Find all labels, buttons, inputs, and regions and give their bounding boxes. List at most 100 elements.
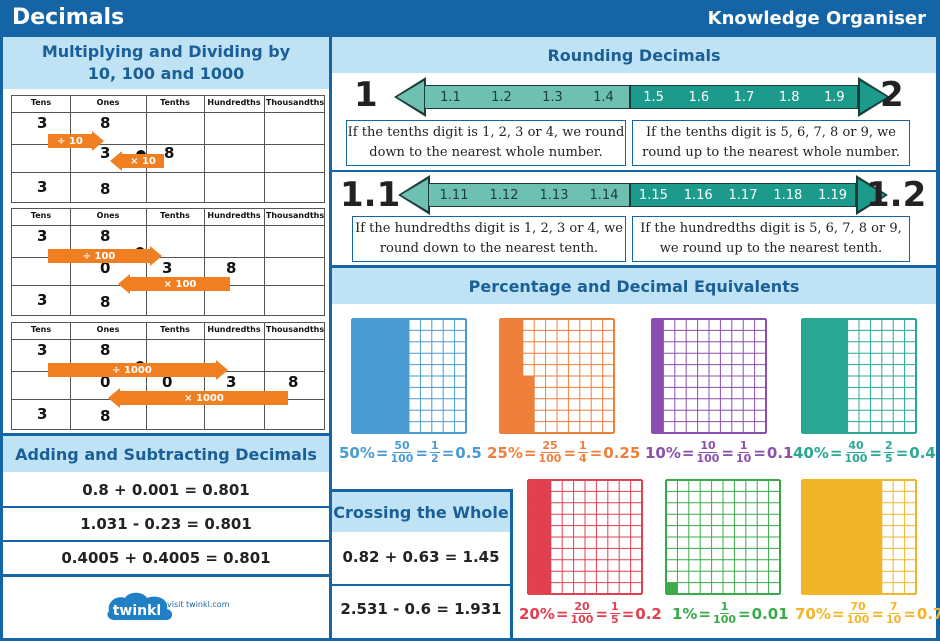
filled-cell bbox=[802, 353, 814, 365]
filled-cell bbox=[652, 398, 664, 411]
filled-cell bbox=[528, 491, 540, 503]
filled-cell bbox=[824, 410, 837, 422]
filled-cell bbox=[511, 353, 523, 365]
filled-cell bbox=[652, 319, 664, 331]
filled-cell bbox=[528, 525, 540, 537]
filled-cell bbox=[386, 330, 398, 342]
denominator: 5 bbox=[885, 452, 893, 465]
filled-cell bbox=[363, 421, 375, 433]
filled-cell bbox=[539, 537, 551, 549]
filled-cell bbox=[824, 480, 837, 492]
denominator: 100 bbox=[570, 613, 594, 626]
filled-cell bbox=[363, 376, 375, 388]
digit: 0 bbox=[100, 373, 111, 391]
round1-right-number: 2 bbox=[880, 75, 904, 115]
column-header: Tens bbox=[30, 98, 52, 107]
filled-cell bbox=[500, 353, 512, 365]
filled-cell bbox=[836, 410, 848, 422]
filled-cell bbox=[824, 514, 837, 526]
filled-cell bbox=[374, 353, 387, 365]
filled-cell bbox=[859, 480, 871, 492]
digit: 3 bbox=[37, 405, 48, 423]
filled-cell bbox=[374, 398, 387, 411]
numerator: 10 bbox=[699, 439, 717, 453]
filled-cell bbox=[652, 376, 664, 388]
equals-sign: = bbox=[621, 604, 635, 623]
filled-cell bbox=[374, 387, 387, 399]
filled-cell bbox=[813, 537, 825, 549]
filled-cell bbox=[836, 330, 848, 342]
filled-cell bbox=[539, 525, 551, 537]
filled-cell bbox=[397, 376, 409, 388]
footer-link[interactable]: visit twinkl.com bbox=[167, 600, 230, 609]
percentage-equation: 25% = 25 100 = 1 4 = 0.25 bbox=[487, 440, 640, 465]
filled-cell bbox=[500, 421, 512, 433]
round1-left-segment: 1.1 1.2 1.3 1.4 bbox=[424, 85, 630, 109]
filled-cell bbox=[836, 421, 848, 433]
filled-cell bbox=[870, 525, 882, 537]
filled-cell bbox=[500, 376, 512, 388]
filled-cell bbox=[802, 376, 814, 388]
round1-right-arrowhead bbox=[858, 77, 890, 117]
decimal-value: 0.25 bbox=[603, 443, 641, 462]
filled-cell bbox=[363, 410, 375, 422]
numerator: 50 bbox=[393, 439, 411, 453]
percent-value: 1% bbox=[672, 604, 698, 623]
filled-cell bbox=[824, 537, 837, 549]
filled-cell bbox=[386, 410, 398, 422]
filled-cell bbox=[352, 330, 364, 342]
filled-cell bbox=[397, 319, 409, 331]
filled-cell bbox=[836, 491, 848, 503]
filled-cell bbox=[539, 582, 551, 594]
divider bbox=[3, 540, 329, 542]
twinkl-logo: twinkl bbox=[107, 592, 173, 621]
filled-cell bbox=[859, 559, 871, 572]
denominator: 100 bbox=[844, 452, 868, 465]
filled-cell bbox=[824, 387, 837, 399]
tick-label: 1.16 bbox=[683, 187, 713, 203]
adding-panel: Adding and Subtracting Decimals 0.8 + 0.… bbox=[3, 436, 329, 574]
round2-down-text: If the hundredths digit is 1, 2, 3 or 4,… bbox=[352, 216, 626, 262]
filled-cell bbox=[386, 421, 398, 433]
percent-value: 40% bbox=[793, 443, 829, 462]
filled-cell bbox=[500, 410, 512, 422]
filled-cell bbox=[813, 353, 825, 365]
filled-cell bbox=[522, 376, 535, 388]
fraction: 1 100 bbox=[713, 601, 736, 626]
numerator: 7 bbox=[888, 600, 899, 614]
round2-left-arrowhead bbox=[398, 175, 430, 215]
filled-cell bbox=[824, 376, 837, 388]
decimal-value: 0.1 bbox=[766, 443, 794, 462]
filled-cell bbox=[500, 319, 512, 331]
filled-cell bbox=[386, 376, 398, 388]
multiplying-title-line1: Multiplying and Dividing by bbox=[41, 42, 291, 61]
filled-cell bbox=[859, 537, 871, 549]
filled-cell bbox=[836, 548, 848, 560]
column-header: Tens bbox=[30, 325, 52, 334]
filled-cell bbox=[374, 376, 387, 388]
filled-cell bbox=[824, 559, 837, 572]
digit: 8 bbox=[100, 293, 111, 311]
filled-cell bbox=[813, 376, 825, 388]
filled-cell bbox=[352, 353, 364, 365]
denominator: 5 bbox=[611, 613, 619, 626]
digit: 8 bbox=[164, 144, 175, 162]
digit: 8 bbox=[100, 180, 111, 198]
column-line bbox=[264, 96, 265, 202]
fraction: 40 100 bbox=[844, 440, 867, 465]
filled-cell bbox=[352, 364, 364, 376]
decimal-value: 0.01 bbox=[751, 604, 789, 623]
equals-sign: = bbox=[738, 604, 751, 623]
filled-cell bbox=[859, 525, 871, 537]
tick-label: 1.8 bbox=[778, 89, 800, 105]
filled-cell bbox=[802, 480, 814, 492]
filled-cell bbox=[522, 398, 535, 411]
filled-cell bbox=[836, 398, 848, 411]
filled-cell bbox=[824, 502, 837, 515]
column-header: Hundredths bbox=[207, 98, 261, 107]
equals-sign: = bbox=[903, 604, 916, 623]
filled-cell bbox=[836, 376, 848, 388]
filled-cell bbox=[813, 502, 825, 515]
filled-cell bbox=[859, 502, 871, 515]
